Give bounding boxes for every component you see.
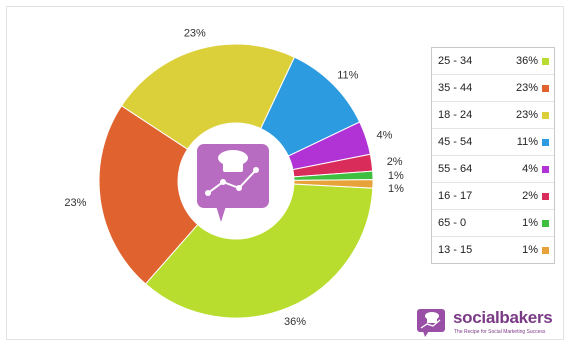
slice-label-18-24: 23% (184, 28, 206, 40)
legend-range: 16 - 17 (438, 190, 473, 202)
slice-label-25-34: 36% (284, 316, 306, 328)
legend-swatch (542, 57, 549, 65)
legend-value: 23% (515, 109, 538, 121)
legend-swatch (542, 165, 549, 173)
legend-value: 36% (515, 55, 538, 67)
slice-label-65-0: 1% (388, 170, 404, 182)
slice-label-55-64: 4% (376, 129, 392, 141)
legend-range: 65 - 0 (438, 217, 467, 229)
legend-value: 1% (522, 217, 538, 229)
slice-label-16-17: 2% (387, 156, 403, 168)
legend-swatch (542, 219, 549, 227)
legend-swatch (542, 192, 549, 200)
center-logo-icon (197, 144, 269, 222)
chart-frame: 36% 23% 23% 11% 4% 2% 1% 1% 25 - 34 36% 35 - 44 23… (6, 6, 564, 340)
legend-value: 4% (522, 163, 538, 175)
legend-swatch (542, 111, 549, 119)
legend-range: 13 - 15 (438, 244, 473, 256)
legend-item: 13 - 15 1% (432, 237, 554, 263)
legend-value: 2% (522, 190, 538, 202)
legend-range: 35 - 44 (438, 82, 473, 94)
legend-range: 18 - 24 (438, 109, 473, 121)
legend-item: 16 - 17 2% (432, 183, 554, 210)
legend-item: 35 - 44 23% (432, 75, 554, 102)
chart-legend: 25 - 34 36% 35 - 44 23% 18 - 24 23% 45 - 54 11%… (431, 47, 555, 264)
brand-name: socialbakers (453, 308, 553, 327)
legend-range: 25 - 34 (438, 55, 473, 67)
donut-chart: 36% 23% 23% 11% 4% 2% 1%1% (64, 28, 404, 328)
legend-value: 23% (515, 82, 538, 94)
legend-swatch (542, 84, 549, 92)
slice-label-13-15: 1% (388, 183, 404, 195)
chef-hat-chart-icon (417, 309, 445, 337)
legend-range: 45 - 54 (438, 136, 473, 148)
legend-swatch (542, 138, 549, 146)
legend-value: 1% (522, 244, 538, 256)
legend-item: 45 - 54 11% (432, 129, 554, 156)
legend-value: 11% (516, 136, 538, 148)
legend-item: 65 - 0 1% (432, 210, 554, 237)
legend-range: 55 - 64 (438, 163, 473, 175)
slice-label-35-44: 23% (64, 197, 86, 209)
slice-label-45-54: 11% (337, 70, 358, 82)
legend-item: 18 - 24 23% (432, 102, 554, 129)
legend-item: 55 - 64 4% (432, 156, 554, 183)
brand-tagline: The Recipe for Social Marketing Success (454, 329, 546, 335)
legend-swatch (542, 246, 549, 254)
legend-item: 25 - 34 36% (432, 48, 554, 75)
